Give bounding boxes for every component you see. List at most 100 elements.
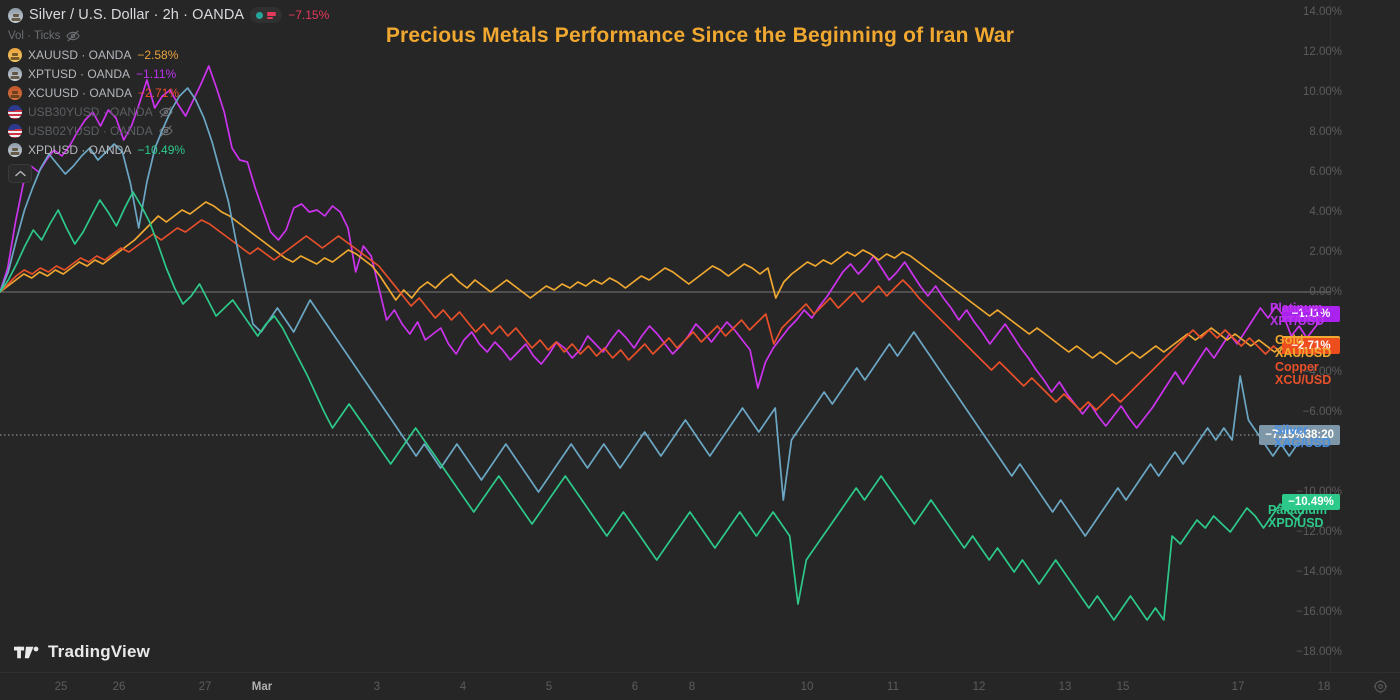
time-tick-label: 25 [54,681,68,693]
legend-item-name: XCUUSD · OANDA [28,85,133,100]
series-name: Platinum [1270,301,1323,315]
legend-volume-row[interactable]: Vol · Ticks [8,26,329,45]
hidden-eye-icon[interactable] [158,105,173,119]
legend-item[interactable]: XCUUSD · OANDA −2.71% [8,83,329,102]
time-tick-label: 3 [373,681,381,693]
legend-item[interactable]: XPDUSD · OANDA −10.49% [8,140,329,159]
series-symbol: XPD/USD [1268,515,1324,530]
price-badge-value: −7.15% [1265,429,1305,441]
time-tick-label: 4 [459,681,467,693]
time-tick-label: 13 [1058,681,1072,693]
platinum-coin-icon [8,66,22,81]
silver-coin-icon [8,7,23,23]
series-symbol: XCU/USD [1275,372,1332,387]
legend-item-name: XPDUSD · OANDA [28,142,132,157]
time-axis[interactable]: 25 26 27 Mar 3 4 5 6 8 10 11 12 13 15 17 18 [0,672,1400,700]
market-open-dot-icon [256,11,264,19]
tradingview-brand[interactable]: TradingView [14,642,150,662]
price-tick-label: 10.00% [1302,86,1342,98]
legend-main-title: Silver / U.S. Dollar · 2h · OANDA [29,7,245,23]
series-line-gold [0,201,1330,365]
legend-volume-label: Vol · Ticks [8,29,61,42]
legend-item-change: −2.71% [138,85,180,100]
price-tick-label: −6.00% [1302,406,1342,418]
price-badge-value: −1.11% [1291,308,1331,321]
us-flag-icon [8,104,22,119]
chevron-up-icon [14,170,26,177]
series-line-copper [0,219,1330,411]
series-symbol: XAU/USD [1275,345,1332,360]
series-line-palladium [0,191,1330,621]
series-name: Palladium [1268,503,1328,517]
price-tick-label: 0.00% [1309,286,1342,298]
price-axis[interactable]: 14.00% 12.00% 10.00% 8.00% 6.00% 4.00% 2.00% 0.… [1259,0,1400,672]
market-status-pill[interactable] [250,7,283,23]
legend-item-name: USB30YUSD · OANDA [28,104,153,119]
series-name: Silver [1274,423,1309,437]
gear-icon[interactable] [1373,679,1388,694]
chart-headline: Precious Metals Performance Since the Be… [385,24,1015,47]
price-badge-value: −2.71% [1291,340,1331,353]
price-badge-countdown: 38:20 [1304,429,1334,441]
series-line-silver [0,87,1330,537]
legend-item-name: XPTUSD · OANDA [28,66,131,81]
price-badge-value: −10.49% [1288,495,1334,508]
palladium-coin-icon [8,142,22,157]
legend-item[interactable]: XPTUSD · OANDA −1.11% [8,64,329,83]
legend-item-list[interactable]: XAUUSD · OANDA −2.58% XPTUSD · OANDA −1.11%… [8,45,329,159]
hidden-eye-icon[interactable] [66,29,81,43]
hidden-eye-icon[interactable] [158,124,173,138]
time-tick-label: 27 [198,681,212,693]
chart-plot-area[interactable] [0,0,1330,672]
price-badge[interactable]: −1.11% [1282,306,1340,323]
series-name: Copper [1275,360,1319,374]
price-tick-label: −16.00% [1296,606,1342,618]
time-tick-label: 11 [887,681,899,693]
legend-item[interactable]: USB30YUSD · OANDA [8,102,329,121]
series-symbol: XPT/USD [1270,313,1325,328]
price-tick-label: 8.00% [1309,126,1342,138]
legend-collapse-button[interactable] [8,164,32,183]
series-end-label: Copper XCU/USD [1275,361,1331,386]
copper-coin-icon [8,85,22,100]
time-tick-label: 5 [545,681,553,693]
time-tick-label: 26 [112,681,126,693]
price-tick-label: 12.00% [1302,46,1342,58]
series-end-label: Silver XAG/USD [1274,424,1331,449]
time-tick-label: 6 [631,681,639,693]
chart-legend[interactable]: Silver / U.S. Dollar · 2h · OANDA −7.15%… [8,4,329,183]
legend-main-change: −7.15% [288,8,330,22]
tradingview-logo-icon [14,646,39,658]
legend-item-change: −10.49% [137,142,186,157]
legend-item-change: −1.11% [136,66,177,81]
legend-main-row[interactable]: Silver / U.S. Dollar · 2h · OANDA −7.15% [8,4,329,26]
data-bars-icon [267,11,277,19]
legend-item[interactable]: XAUUSD · OANDA −2.58% [8,45,329,64]
gold-coin-icon [8,47,22,62]
time-tick-label: Mar [251,681,273,693]
series-symbol: XAG/USD [1274,435,1331,450]
legend-item[interactable]: USB02YUSD · OANDA [8,121,329,140]
series-end-label: Platinum XPT/USD [1270,302,1324,327]
price-badge[interactable]: −10.49% [1282,493,1340,510]
series-end-label: Palladium XPD/USD [1268,504,1327,529]
legend-item-name: USB02YUSD · OANDA [28,123,153,138]
price-badge[interactable]: −7.15%38:20 [1259,425,1340,445]
price-tick-label: 4.00% [1309,206,1342,218]
chart-svg [0,65,1330,621]
legend-item-name: XAUUSD · OANDA [28,47,132,62]
price-tick-label: 14.00% [1302,6,1342,18]
time-tick-label: 8 [688,681,696,693]
price-tick-label: 6.00% [1309,166,1342,178]
price-tick-label: −12.00% [1296,526,1342,538]
price-badge[interactable]: −2.71% [1282,338,1340,355]
series-end-label: Gold XAU/USD [1275,334,1331,359]
series-line-platinum [0,65,1330,429]
time-tick-label: 17 [1231,681,1245,693]
time-tick-label: 12 [972,681,986,693]
series-name: Gold [1275,333,1304,347]
price-tick-label: 2.00% [1309,246,1342,258]
time-tick-label: 10 [800,681,814,693]
price-tick-label: −14.00% [1296,566,1342,578]
price-tick-label: −4.00% [1302,366,1342,378]
